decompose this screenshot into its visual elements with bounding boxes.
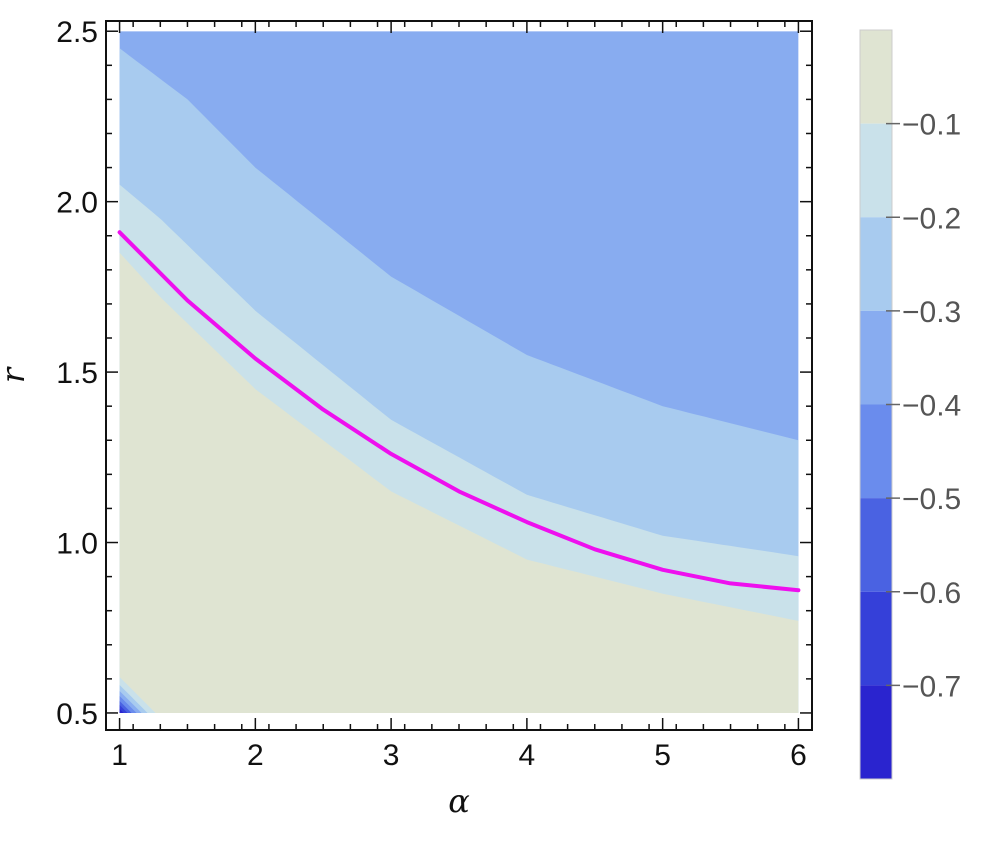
x-tick-label: 4 <box>519 739 536 772</box>
colorbar-swatch <box>860 685 892 779</box>
axes: 1 2 3 4 5 6 0.5 1.0 1.5 2.0 2.5 <box>56 16 813 772</box>
y-axis-label: r <box>0 366 32 383</box>
colorbar-tick-label: −0.1 <box>902 109 961 142</box>
colorbar-swatch <box>860 123 892 218</box>
y-tick-label: 2.5 <box>56 16 98 49</box>
contour-band <box>119 708 124 713</box>
colorbar-swatch <box>860 591 892 686</box>
y-tick-label: 0.5 <box>56 698 98 731</box>
colorbar-swatch <box>860 310 892 405</box>
colorbar: −0.1 −0.2 −0.3 −0.4 −0.5 −0.6 −0.7 <box>859 29 961 780</box>
series-line <box>117 230 801 593</box>
colorbar-tick-label: −0.2 <box>902 202 961 235</box>
colorbar-tick-label: −0.7 <box>902 670 961 703</box>
curve-layer <box>117 230 801 593</box>
colorbar-tick-label: −0.5 <box>902 483 961 516</box>
x-tick-label: 6 <box>790 739 807 772</box>
colorbar-swatch <box>860 404 892 499</box>
contour-band <box>119 252 799 713</box>
colorbar-swatch <box>860 217 892 311</box>
x-tick-label: 1 <box>111 739 128 772</box>
x-tick-label: 3 <box>383 739 400 772</box>
colorbar-tick-label: −0.6 <box>902 577 961 610</box>
contour-fill-layer <box>119 31 799 713</box>
y-tick-label: 1.0 <box>56 528 98 561</box>
colorbar-swatch <box>860 498 892 592</box>
colorbar-swatch <box>860 30 892 124</box>
x-axis-label: α <box>448 782 470 820</box>
colorbar-tick-label: −0.3 <box>902 296 961 329</box>
y-tick-label: 1.5 <box>56 357 98 390</box>
x-tick-label: 2 <box>247 739 264 772</box>
colorbar-tick-label: −0.4 <box>902 390 961 423</box>
x-tick-label: 5 <box>654 739 671 772</box>
y-tick-label: 2.0 <box>56 187 98 220</box>
